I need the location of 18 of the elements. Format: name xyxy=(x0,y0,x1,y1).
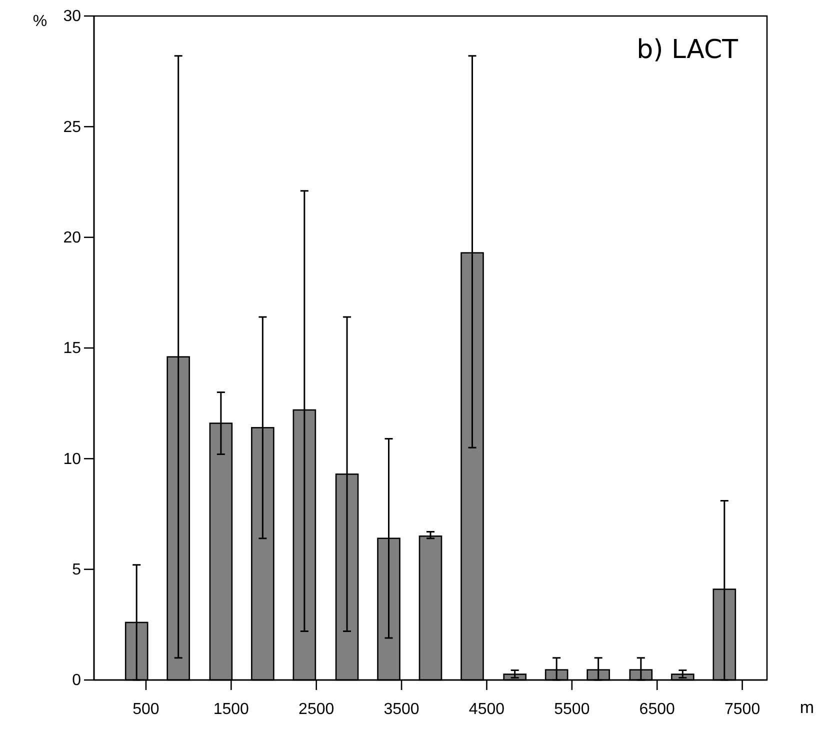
x-tick-label: 3500 xyxy=(384,700,420,718)
x-tick-label: 1500 xyxy=(213,700,250,718)
y-tick-label: 0 xyxy=(72,672,82,690)
x-tick-label: 6500 xyxy=(639,700,676,718)
x-tick-label: 500 xyxy=(132,700,160,718)
y-tick-label: 30 xyxy=(63,8,82,26)
y-tick-label: 10 xyxy=(63,450,82,468)
y-tick-label: 20 xyxy=(63,229,82,246)
x-tick-label: 4500 xyxy=(468,700,505,718)
y-tick-label: 15 xyxy=(63,340,82,358)
y-axis-title: % xyxy=(32,13,48,30)
y-tick-label: 25 xyxy=(63,118,82,136)
x-tick-label: 5500 xyxy=(554,700,590,718)
x-axis-title: m xyxy=(800,698,814,717)
text: b) LACT xyxy=(636,35,738,65)
y-tick-label: 5 xyxy=(72,561,82,578)
x-tick-label: 7500 xyxy=(724,700,760,718)
x-tick-label: 2500 xyxy=(298,700,334,718)
